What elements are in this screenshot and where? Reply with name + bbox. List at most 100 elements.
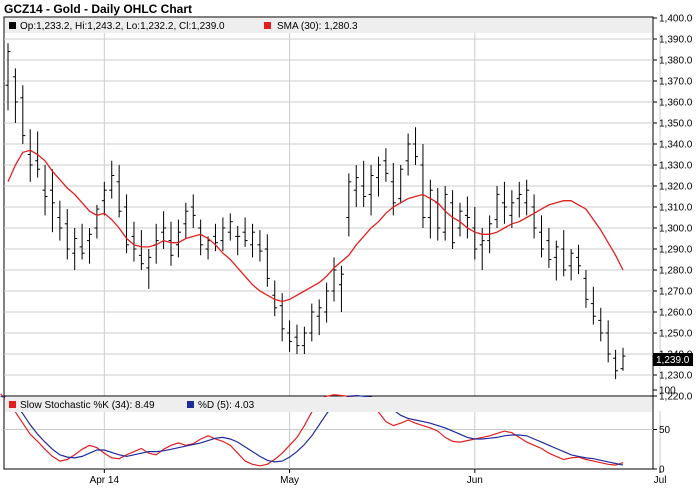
x-axis: Apr 14MayJunJulAugSep [90, 469, 667, 486]
ohlc-bar [257, 230, 263, 262]
price-y-tick-label: 1,300.0 [659, 224, 693, 235]
stoch-grid [4, 411, 661, 469]
ohlc-bar [168, 221, 174, 266]
ohlc-legend-swatch [9, 22, 16, 29]
price-bars [5, 43, 626, 380]
ohlc-bar [427, 179, 433, 239]
ohlc-bar [501, 181, 507, 224]
ohlc-bar [190, 194, 196, 228]
x-tick-label: Apr 14 [90, 475, 120, 486]
ohlc-bar [124, 194, 130, 254]
x-tick-label: Jul [654, 475, 667, 486]
ohlc-bar [79, 223, 85, 260]
ohlc-bar [620, 347, 626, 371]
price-y-tick-label: 1,390.0 [659, 35, 693, 46]
ohlc-bar [309, 303, 315, 342]
ohlc-bar [338, 265, 344, 312]
ohlc-bar [383, 148, 389, 182]
ohlc-bar [250, 223, 256, 258]
ohlc-bar [20, 85, 26, 144]
ohlc-bar [264, 234, 270, 287]
stoch-d-legend-text: %D (5): 4.03 [198, 400, 255, 411]
sma-line-path [7, 149, 624, 303]
ohlc-bar [94, 204, 100, 239]
ohlc-bar [553, 240, 559, 281]
current-price-marker [653, 353, 693, 366]
ohlc-bar [413, 127, 419, 165]
ohlc-bar [361, 160, 367, 207]
ohlc-bar [131, 221, 137, 262]
ohlc-bar [198, 219, 204, 256]
ohlc-bar [64, 209, 70, 260]
ohlc-bar [235, 225, 241, 256]
ohlc-bar [613, 349, 619, 380]
stoch-d-line [0, 394, 624, 466]
ohlc-bar [516, 181, 522, 218]
ohlc-bar [331, 257, 337, 302]
ohlc-bar [590, 286, 596, 325]
ohlc-bar [531, 194, 537, 239]
price-y-tick-label: 1,220.0 [659, 392, 693, 403]
sma-line [7, 149, 624, 303]
ohlc-bar [353, 165, 359, 207]
ohlc-bar [450, 190, 456, 249]
price-y-tick-label: 1,370.0 [659, 77, 693, 88]
price-y-tick-label: 1,400.0 [659, 14, 693, 25]
x-tick-label: May [280, 475, 299, 486]
ohlc-bar [116, 165, 122, 218]
ohlc-bar [398, 165, 404, 203]
price-legend-bg [5, 18, 652, 33]
ohlc-bar [101, 181, 107, 216]
ohlc-bar [301, 326, 307, 354]
stoch-k-line [0, 393, 624, 467]
ohlc-bar [242, 217, 248, 247]
ohlc-bar [420, 144, 426, 228]
ohlc-bar [287, 320, 293, 352]
x-tick-label: Jun [467, 475, 483, 486]
stoch-lines [0, 393, 624, 467]
price-y-tick-label: 1,350.0 [659, 119, 693, 130]
ohlc-bar [457, 202, 463, 237]
ohlc-bar [375, 156, 381, 197]
ohlc-bar [538, 215, 544, 258]
stoch-y-axis: 0 50 100 [653, 386, 676, 476]
ohlc-bar [220, 217, 226, 252]
ohlc-bar [598, 307, 604, 342]
ohlc-bar [576, 244, 582, 275]
current-price-label: 1,239.0 [656, 355, 690, 366]
price-y-tick-label: 1,320.0 [659, 182, 693, 193]
ohlc-bar [212, 223, 218, 252]
stoch-y-tick-label: 100 [659, 386, 676, 397]
ohlc-bar [368, 165, 374, 216]
ohlc-bar [509, 190, 515, 228]
stoch-k-legend-text: Slow Stochastic %K (34): 8.49 [20, 400, 155, 411]
sma-legend-text: SMA (30): 1,280.3 [277, 21, 358, 32]
price-y-tick-label: 1,250.0 [659, 329, 693, 340]
stoch-legend-bg [5, 397, 652, 412]
price-y-tick-label: 1,360.0 [659, 98, 693, 109]
ohlc-bar [57, 200, 63, 241]
ohlc-bar [561, 230, 567, 277]
ohlc-bar [294, 324, 300, 354]
ohlc-bar [161, 211, 167, 249]
price-y-tick-label: 1,230.0 [659, 371, 693, 382]
ohlc-bar [109, 160, 115, 199]
ohlc-legend-text: Op:1,233.2, Hi:1,243.2, Lo:1,232.2, Cl:1… [20, 21, 225, 32]
price-y-tick-label: 1,260.0 [659, 308, 693, 319]
price-y-tick-label: 1,280.0 [659, 266, 693, 277]
price-y-tick-label: 1,310.0 [659, 203, 693, 214]
ohlc-bar [479, 228, 485, 270]
ohlc-bar [42, 165, 48, 216]
ohlc-bar [464, 196, 470, 239]
sma-legend-swatch [264, 22, 271, 29]
ohlc-bar [405, 133, 411, 176]
ohlc-bar [5, 43, 11, 111]
ohlc-bar [346, 173, 352, 237]
price-y-tick-label: 1,290.0 [659, 245, 693, 256]
stoch-k-legend-swatch [9, 401, 16, 408]
ohlc-bar [472, 207, 478, 260]
price-y-tick-label: 1,340.0 [659, 140, 693, 151]
ohlc-bar [227, 213, 233, 241]
ohlc-bar [87, 228, 93, 264]
